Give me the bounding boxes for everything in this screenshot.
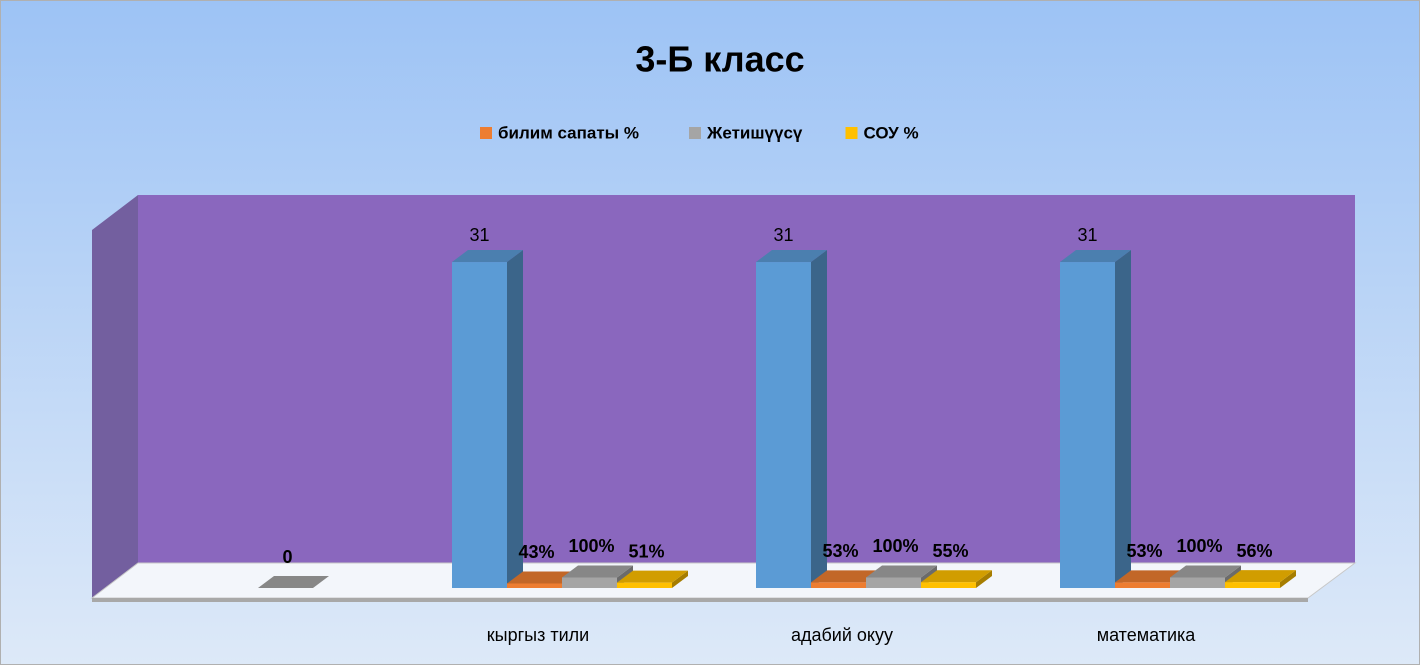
bar (811, 582, 866, 588)
data-label: 0 (282, 547, 292, 567)
bar-top (1060, 250, 1131, 263)
bar-top (507, 571, 578, 584)
bar-side (672, 570, 688, 588)
legend-label: Жетишүүсү (706, 123, 803, 142)
plot: кыргыз тили адабий окуу математика 31 31 31 43… (258, 225, 1296, 645)
bar (921, 582, 976, 588)
back-wall (138, 195, 1355, 563)
legend-swatch (845, 127, 858, 139)
data-label: 56% (1236, 541, 1272, 561)
side-wall (92, 195, 138, 598)
bar (756, 262, 811, 588)
data-label: 43% (518, 542, 554, 562)
bar-top (1170, 565, 1241, 578)
data-label: 53% (1126, 541, 1162, 561)
bar (1170, 577, 1225, 588)
data-label: 31 (469, 225, 489, 245)
data-label: 100% (568, 536, 614, 556)
x-tick-label: адабий окуу (791, 625, 893, 645)
bar (866, 577, 921, 588)
data-label: 100% (872, 536, 918, 556)
bar (1225, 582, 1280, 588)
bar-top (1115, 570, 1186, 583)
bar-top (811, 570, 882, 583)
bar-top (452, 250, 523, 263)
bar (562, 577, 617, 588)
bar-top (756, 250, 827, 263)
bar-top (258, 576, 329, 588)
x-tick-label: кыргыз тили (487, 625, 589, 645)
data-label: 53% (822, 541, 858, 561)
bar-top (921, 570, 992, 583)
bar-side (811, 250, 827, 589)
data-label: 55% (932, 541, 968, 561)
bar-side (507, 250, 523, 589)
legend-label: СОУ % (864, 123, 919, 142)
bar-side (1280, 570, 1296, 588)
bar-top (617, 570, 688, 583)
bar-side (976, 570, 992, 588)
bar-top (1225, 570, 1296, 583)
bar-top (866, 565, 937, 578)
chart-title: 3-Б класс (635, 39, 804, 80)
legend-swatch (689, 127, 701, 139)
x-tick-label: математика (1097, 625, 1197, 645)
bar-top (562, 565, 633, 578)
bar-side (1115, 250, 1131, 589)
data-label: 31 (1077, 225, 1097, 245)
floor-edge (92, 598, 1308, 602)
bar (617, 582, 672, 588)
bar (452, 262, 507, 588)
data-label: 31 (773, 225, 793, 245)
bar (1060, 262, 1115, 588)
legend-label: билим сапаты % (498, 123, 639, 142)
data-label: 100% (1176, 536, 1222, 556)
bar (1115, 582, 1170, 588)
bar (507, 583, 562, 588)
legend: билим сапаты % Жетишүүсү СОУ % (480, 123, 919, 142)
data-label: 51% (628, 541, 664, 561)
legend-swatch (480, 127, 492, 139)
